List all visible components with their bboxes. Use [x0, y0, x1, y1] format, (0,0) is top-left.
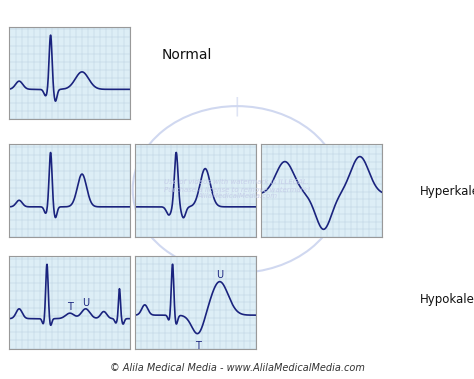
Text: Use of videos with watermark is ILLEGAL.
Purchase a license to remove watermark!: Use of videos with watermark is ILLEGAL.… — [164, 180, 310, 199]
Text: Hypokalemia: Hypokalemia — [419, 293, 474, 306]
Text: U: U — [216, 270, 223, 280]
Text: T: T — [67, 302, 73, 312]
Text: U: U — [82, 298, 89, 308]
Text: Hyperkalemia: Hyperkalemia — [419, 185, 474, 198]
Text: © Alila Medical Media - www.AlilaMedicalMedia.com: © Alila Medical Media - www.AlilaMedical… — [109, 363, 365, 373]
Text: |: | — [234, 96, 240, 116]
Text: Normal: Normal — [161, 48, 211, 62]
Text: T: T — [195, 341, 201, 351]
